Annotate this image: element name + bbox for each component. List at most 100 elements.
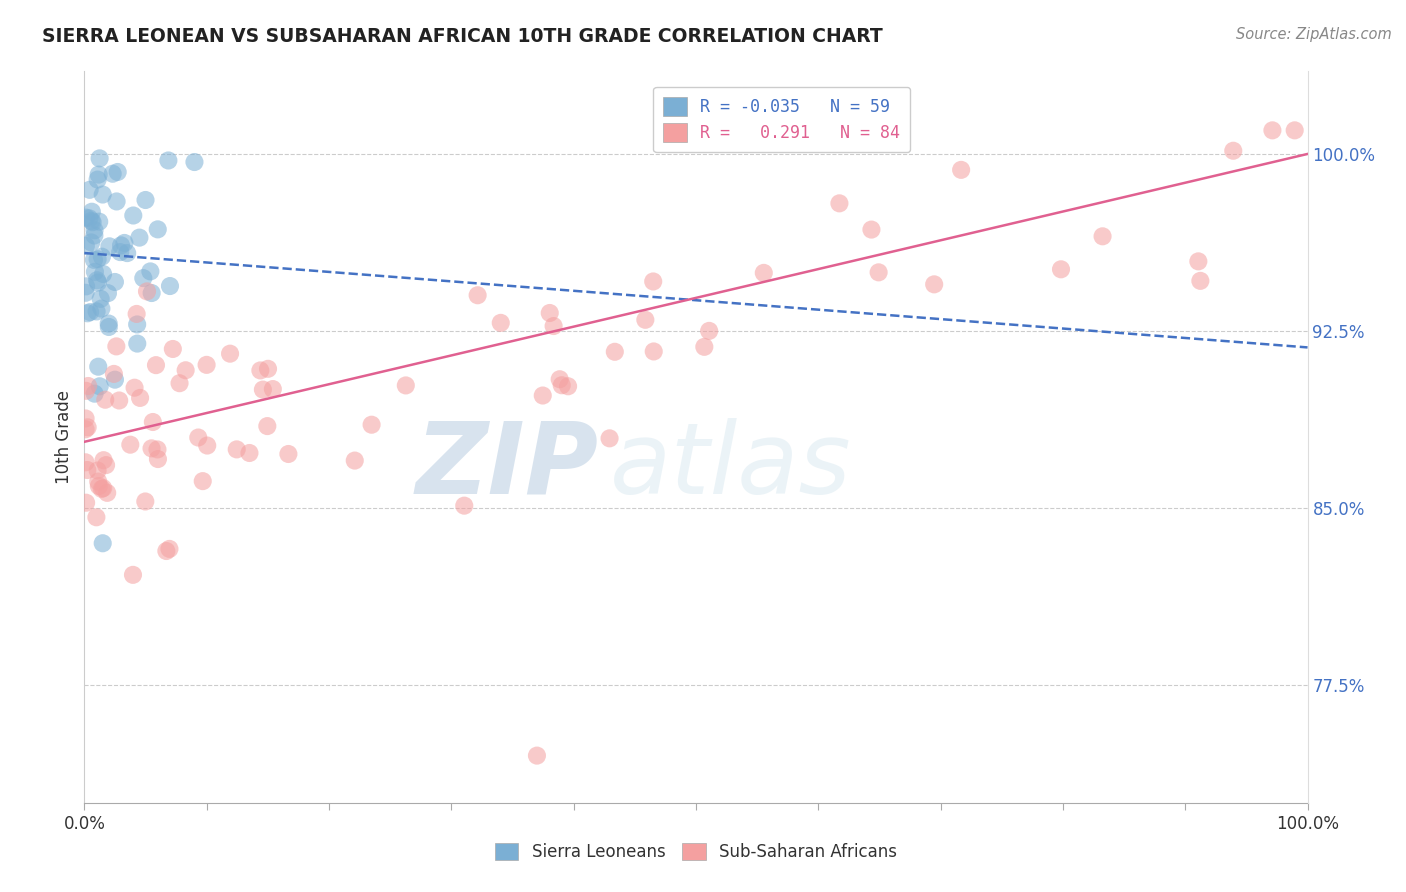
Point — [225, 442, 247, 457]
Point — [145, 358, 167, 372]
Point — [557, 379, 579, 393]
Point — [155, 544, 177, 558]
Point — [76, 463, 98, 477]
Point — [950, 162, 973, 177]
Point — [1187, 254, 1209, 268]
Legend: Sierra Leoneans, Sub-Saharan Africans: Sierra Leoneans, Sub-Saharan Africans — [488, 836, 904, 868]
Point — [122, 567, 145, 582]
Point — [922, 277, 945, 292]
Point — [105, 194, 128, 209]
Point — [159, 279, 181, 293]
Point — [538, 306, 561, 320]
Point — [141, 286, 163, 301]
Point — [91, 187, 114, 202]
Point — [75, 455, 97, 469]
Point — [643, 344, 665, 359]
Point — [127, 336, 149, 351]
Point — [75, 422, 97, 436]
Point — [120, 438, 142, 452]
Point — [91, 536, 114, 550]
Point — [136, 285, 159, 299]
Point — [82, 215, 104, 229]
Point — [531, 388, 554, 402]
Point — [87, 475, 110, 489]
Point — [128, 230, 150, 244]
Point — [89, 214, 111, 228]
Point — [77, 379, 100, 393]
Point — [187, 431, 209, 445]
Point — [146, 442, 169, 457]
Point — [96, 486, 118, 500]
Text: atlas: atlas — [610, 417, 852, 515]
Point — [157, 153, 180, 168]
Point — [141, 442, 163, 456]
Point — [90, 301, 112, 316]
Point — [79, 305, 101, 319]
Text: SIERRA LEONEAN VS SUBSAHARAN AFRICAN 10TH GRADE CORRELATION CHART: SIERRA LEONEAN VS SUBSAHARAN AFRICAN 10T… — [42, 27, 883, 45]
Point — [76, 306, 98, 320]
Point — [142, 415, 165, 429]
Point — [89, 379, 111, 393]
Point — [551, 378, 574, 392]
Point — [1284, 123, 1306, 137]
Point — [91, 267, 114, 281]
Point — [75, 411, 97, 425]
Point — [543, 319, 565, 334]
Point — [195, 438, 218, 452]
Point — [1189, 274, 1212, 288]
Point — [87, 359, 110, 374]
Point — [395, 378, 418, 392]
Point — [75, 211, 97, 225]
Point — [191, 474, 214, 488]
Point — [693, 340, 716, 354]
Point — [97, 317, 120, 331]
Point — [139, 264, 162, 278]
Point — [98, 239, 121, 253]
Text: ZIP: ZIP — [415, 417, 598, 515]
Point — [643, 275, 665, 289]
Point — [79, 211, 101, 226]
Point — [868, 265, 890, 279]
Point — [467, 288, 489, 302]
Point — [634, 313, 657, 327]
Point — [146, 222, 169, 236]
Point — [183, 155, 205, 169]
Point — [93, 453, 115, 467]
Point — [86, 252, 108, 267]
Point — [343, 453, 366, 467]
Point — [104, 373, 127, 387]
Point — [169, 376, 191, 391]
Point — [599, 431, 621, 445]
Point — [277, 447, 299, 461]
Point — [135, 193, 157, 207]
Point — [108, 245, 131, 260]
Point — [127, 318, 149, 332]
Point — [101, 167, 124, 181]
Point — [83, 228, 105, 243]
Point — [90, 292, 112, 306]
Text: Source: ZipAtlas.com: Source: ZipAtlas.com — [1236, 27, 1392, 42]
Point — [83, 386, 105, 401]
Point — [90, 482, 112, 496]
Point — [75, 384, 97, 398]
Point — [860, 222, 883, 236]
Point — [174, 363, 197, 377]
Point — [125, 307, 148, 321]
Point — [453, 499, 475, 513]
Point — [238, 446, 260, 460]
Point — [86, 510, 108, 524]
Point — [94, 392, 117, 407]
Point — [89, 152, 111, 166]
Point — [75, 279, 97, 293]
Point — [526, 748, 548, 763]
Point — [75, 285, 97, 300]
Point — [75, 239, 97, 253]
Point — [122, 209, 145, 223]
Point — [83, 252, 105, 267]
Point — [219, 346, 242, 360]
Point — [146, 452, 169, 467]
Point — [1091, 229, 1114, 244]
Point — [828, 196, 851, 211]
Point — [86, 304, 108, 318]
Point — [195, 358, 218, 372]
